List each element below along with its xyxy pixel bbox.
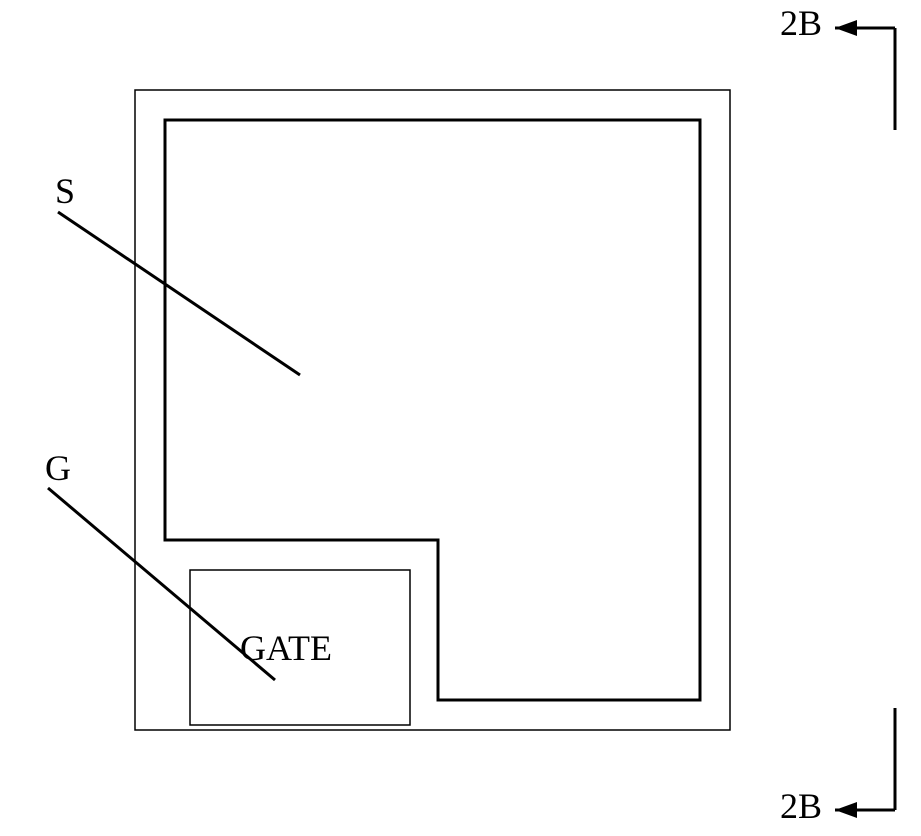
section-bottom-label: 2B bbox=[780, 786, 822, 826]
section-top-label: 2B bbox=[780, 3, 822, 43]
outer-rect bbox=[135, 90, 730, 730]
s-label: S bbox=[55, 171, 75, 211]
s-leader bbox=[58, 212, 300, 375]
source-region bbox=[165, 120, 700, 700]
g-label: G bbox=[45, 448, 71, 488]
g-leader bbox=[48, 488, 275, 680]
